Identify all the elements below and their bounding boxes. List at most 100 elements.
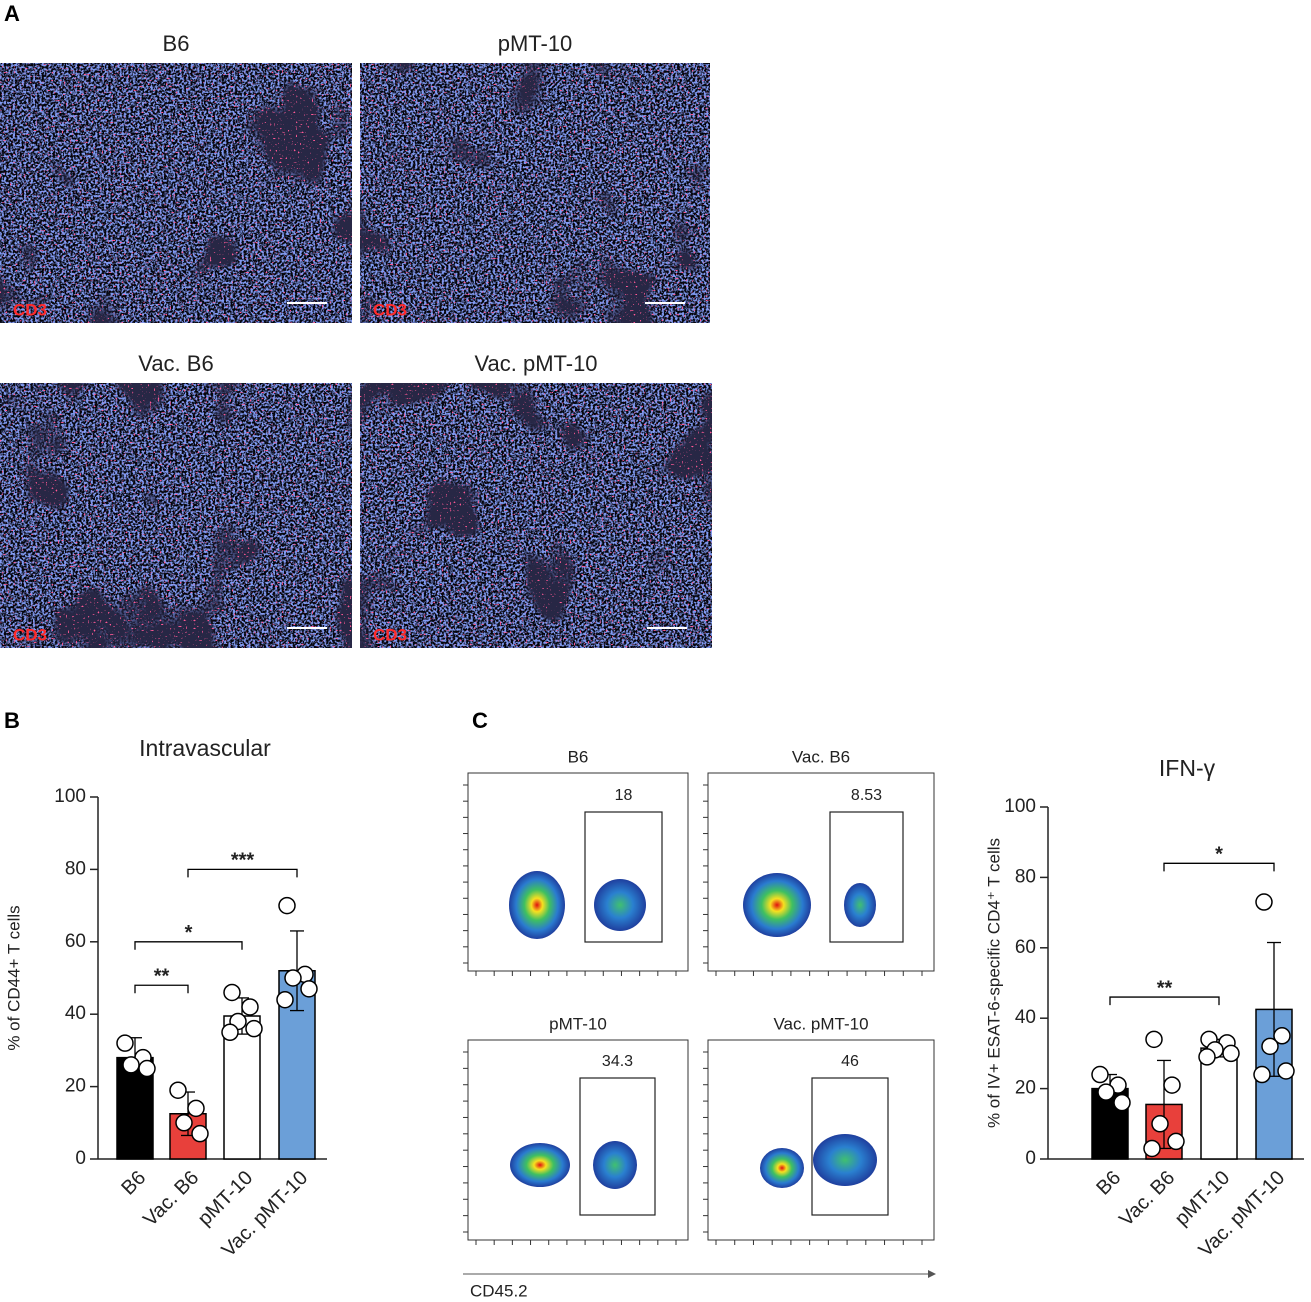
data-point [1143, 1139, 1161, 1158]
gate [811, 1077, 889, 1216]
significance-label: *** [231, 850, 255, 872]
gate [579, 1077, 656, 1216]
y-axis-label: % of IV+ ESAT-6-specific CD4⁺ T cells [984, 838, 1003, 1128]
stain-label: CD3 [13, 625, 47, 644]
flow-title: pMT-10 [549, 1014, 607, 1033]
panel-letter: A [4, 1, 20, 26]
data-point [1097, 1083, 1115, 1101]
stain-label: CD3 [13, 300, 47, 319]
data-point [1277, 1062, 1295, 1080]
stain-label: CD3 [373, 625, 407, 644]
data-point [1273, 1027, 1291, 1045]
data-point [276, 990, 294, 1009]
y-tick-label: 80 [65, 858, 86, 879]
significance-bracket [134, 941, 243, 950]
cd3-signal [360, 383, 712, 648]
data-point [1113, 1093, 1131, 1112]
x-tick-label: Vac. B6 [139, 1167, 203, 1231]
data-point [1151, 1115, 1169, 1133]
gate [829, 811, 904, 943]
data-point [1091, 1065, 1109, 1084]
data-point [1253, 1065, 1271, 1084]
cd3-signal [0, 383, 352, 648]
flow-x-label: CD45.2 [470, 1281, 528, 1300]
data-point [1255, 893, 1273, 911]
data-point [1167, 1132, 1185, 1151]
y-tick-label: 0 [1025, 1148, 1036, 1169]
cd3-signal [0, 63, 352, 323]
data-point [122, 1056, 140, 1074]
significance-label: * [1215, 844, 1223, 866]
y-tick-label: 40 [1015, 1007, 1036, 1028]
significance-bracket [187, 868, 298, 878]
y-tick-label: 0 [75, 1148, 86, 1169]
cell-population [509, 871, 565, 939]
data-point [241, 998, 259, 1016]
y-tick-label: 60 [65, 931, 86, 952]
y-tick-label: 60 [1015, 937, 1036, 958]
micrograph-title: pMT-10 [498, 31, 573, 56]
cell-population [743, 873, 811, 937]
gate-value: 8.53 [851, 787, 882, 804]
data-point [1163, 1076, 1181, 1094]
cell-population [593, 1141, 637, 1189]
micrograph-title: Vac. pMT-10 [474, 351, 597, 376]
x-tick-label: B6 [1092, 1167, 1125, 1200]
data-point [221, 1023, 239, 1042]
axis-arrowhead [928, 1270, 936, 1278]
flow-plot [467, 772, 689, 972]
panel-letter: B [4, 708, 20, 733]
cell-population [813, 1134, 877, 1186]
micrograph-title: Vac. B6 [138, 351, 213, 376]
data-point [245, 1019, 263, 1038]
stain-label: CD3 [373, 300, 407, 319]
data-point [169, 1081, 187, 1099]
x-tick-label: Vac. B6 [1115, 1167, 1179, 1231]
flow-title: Vac. B6 [792, 747, 850, 766]
y-tick-label: 100 [1004, 796, 1036, 817]
y-axis-label: % of CD44+ T cells [4, 905, 23, 1050]
micrograph-title: B6 [163, 31, 190, 56]
cell-population [510, 1143, 570, 1187]
y-tick-label: 20 [1015, 1078, 1036, 1099]
data-point [1198, 1048, 1216, 1066]
data-point [300, 980, 318, 998]
significance-bracket [1109, 996, 1220, 1006]
significance-label: ** [154, 966, 170, 988]
gate-value: 34.3 [602, 1053, 633, 1070]
flow-plot [707, 1039, 935, 1241]
y-tick-label: 40 [65, 1003, 86, 1024]
panel-letter: C [472, 708, 488, 733]
data-point [223, 983, 241, 1002]
chart-title: Intravascular [139, 735, 271, 761]
data-point [278, 896, 296, 915]
y-tick-label: 100 [54, 786, 86, 807]
significance-bracket [1163, 862, 1275, 872]
y-tick-label: 20 [65, 1076, 86, 1097]
gate [584, 811, 663, 943]
significance-bracket [134, 984, 189, 994]
data-point [1145, 1030, 1163, 1049]
gate-value: 46 [841, 1053, 859, 1070]
data-point [1222, 1044, 1240, 1063]
flow-title: B6 [568, 747, 589, 766]
data-point [1261, 1037, 1279, 1056]
flow-title: Vac. pMT-10 [773, 1014, 868, 1033]
flow-plot [707, 772, 935, 972]
cd3-signal [360, 63, 710, 323]
gate-value: 18 [615, 787, 633, 804]
significance-label: * [185, 922, 193, 944]
cell-population [760, 1148, 804, 1188]
cell-population [844, 883, 876, 927]
data-point [284, 969, 302, 987]
chart-title: IFN-γ [1159, 755, 1216, 781]
data-point [116, 1034, 134, 1052]
significance-label: ** [1157, 977, 1173, 999]
data-point [187, 1099, 205, 1118]
cell-population [594, 879, 646, 931]
data-point [138, 1059, 156, 1078]
x-tick-label: B6 [117, 1167, 150, 1200]
data-point [175, 1114, 193, 1132]
y-tick-label: 80 [1015, 866, 1036, 887]
